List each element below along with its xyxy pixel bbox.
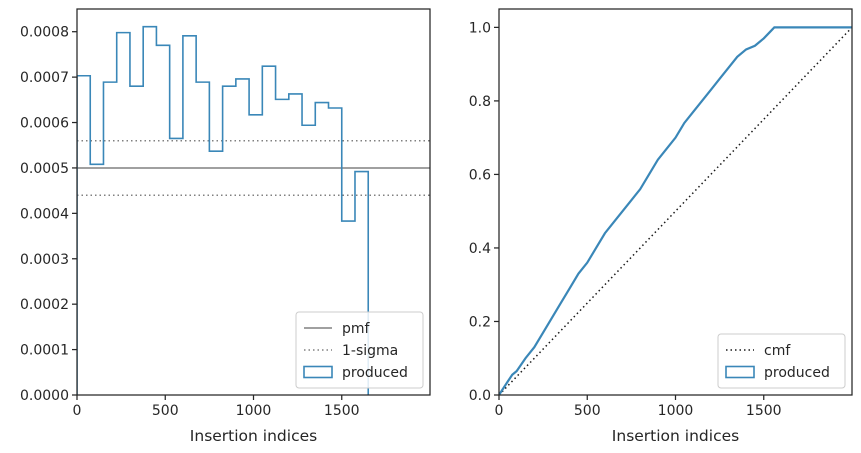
x-tick-label: 0 <box>495 403 504 419</box>
legend-swatch-produced <box>725 365 755 379</box>
y-tick-label: 0.0 <box>469 388 491 404</box>
y-tick-label: 0.0007 <box>20 70 69 86</box>
y-tick-label: 0.4 <box>469 241 491 257</box>
y-tick-label: 0.0000 <box>20 388 69 404</box>
x-tick-label: 1000 <box>236 403 272 419</box>
y-tick-label: 0.8 <box>469 94 491 110</box>
x-axis-label: Insertion indices <box>190 427 317 445</box>
y-tick-label: 0.0006 <box>20 116 69 132</box>
y-tick-label: 1.0 <box>469 20 491 36</box>
legend: cmf produced <box>717 333 846 389</box>
series-line-produced <box>499 26 852 395</box>
y-tick-label: 0.2 <box>469 314 491 330</box>
y-tick-label: 0.6 <box>469 167 491 183</box>
legend-swatch-produced <box>303 365 333 379</box>
plot-area <box>77 25 430 395</box>
legend-label: pmf <box>342 321 371 337</box>
right-cumulative-panel: 0 500 1000 1500 0.0 0.2 0.4 0.6 0.8 1.0 Insertion … <box>469 8 853 445</box>
left-histogram-panel: 0 500 1000 1500 0.0000 0.0001 0.0002 0.0003 0.00… <box>20 8 431 445</box>
y-tick-label: 0.0005 <box>20 161 69 177</box>
x-tick-label: 500 <box>152 403 179 419</box>
x-tick-label: 1500 <box>324 403 360 419</box>
x-tick-label: 1000 <box>658 403 694 419</box>
y-tick-label: 0.0003 <box>20 252 69 268</box>
y-tick-label: 0.0004 <box>20 206 69 222</box>
legend-box <box>717 333 846 389</box>
legend-box <box>295 311 424 389</box>
legend-label: cmf <box>764 343 791 359</box>
x-axis-label: Insertion indices <box>612 427 739 445</box>
x-tick-label: 0 <box>73 403 82 419</box>
y-tick-label: 0.0001 <box>20 343 69 359</box>
y-tick-label: 0.0008 <box>20 25 69 41</box>
y-tick-label: 0.0002 <box>20 297 69 313</box>
legend-label: produced <box>342 365 408 381</box>
legend: pmf 1-sigma produced <box>295 311 424 389</box>
legend-label: 1-sigma <box>342 343 398 359</box>
plot-area <box>499 26 852 395</box>
x-tick-label: 1500 <box>746 403 782 419</box>
legend-label: produced <box>764 365 830 381</box>
histogram-step-produced <box>77 25 370 395</box>
x-tick-label: 500 <box>574 403 601 419</box>
